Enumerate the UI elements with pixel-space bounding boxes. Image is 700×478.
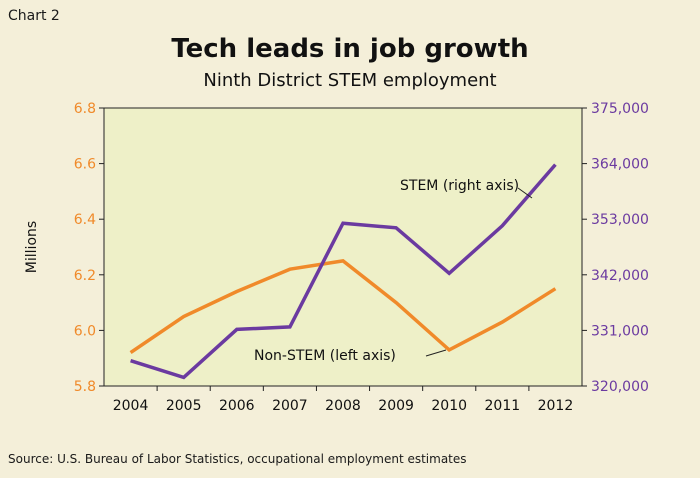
chart-title: Tech leads in job growth — [171, 34, 529, 64]
x-tick-label: 2005 — [166, 398, 202, 414]
y-left-tick-label: 6.0 — [74, 323, 96, 339]
x-tick-label: 2012 — [538, 398, 574, 414]
y-left-tick-label: 5.8 — [74, 379, 96, 395]
x-tick-label: 2011 — [485, 398, 521, 414]
y-right-tick-label: 320,000 — [591, 379, 649, 395]
y-left-tick-label: 6.4 — [74, 212, 96, 228]
stem-annotation-leader — [517, 187, 533, 199]
y-left-tick-label: 6.8 — [74, 101, 96, 117]
y-left-tick-label: 6.6 — [74, 157, 96, 173]
x-tick-label: 2007 — [272, 398, 308, 414]
x-tick-label: 2009 — [378, 398, 414, 414]
source-note: Source: U.S. Bureau of Labor Statistics,… — [8, 452, 467, 466]
non-stem-annotation-leader — [425, 349, 447, 357]
y-left-tick-label: 6.2 — [74, 268, 96, 284]
stem-annotation: STEM (right axis) — [400, 178, 519, 194]
x-tick-label: 2010 — [431, 398, 467, 414]
x-tick-label: 2004 — [113, 398, 149, 414]
non-stem-annotation: Non-STEM (left axis) — [254, 348, 396, 364]
chart-subtitle: Ninth District STEM employment — [203, 70, 497, 91]
y-right-tick-label: 375,000 — [591, 101, 649, 117]
chart-number-label: Chart 2 — [8, 8, 60, 24]
plot-area — [103, 107, 583, 387]
y-right-tick-label: 331,000 — [591, 323, 649, 339]
y-right-tick-label: 353,000 — [591, 212, 649, 228]
x-tick-label: 2006 — [219, 398, 255, 414]
y-axis-label: Millions — [24, 221, 40, 273]
x-tick-label: 2008 — [325, 398, 361, 414]
y-right-tick-label: 364,000 — [591, 157, 649, 173]
y-right-tick-label: 342,000 — [591, 268, 649, 284]
